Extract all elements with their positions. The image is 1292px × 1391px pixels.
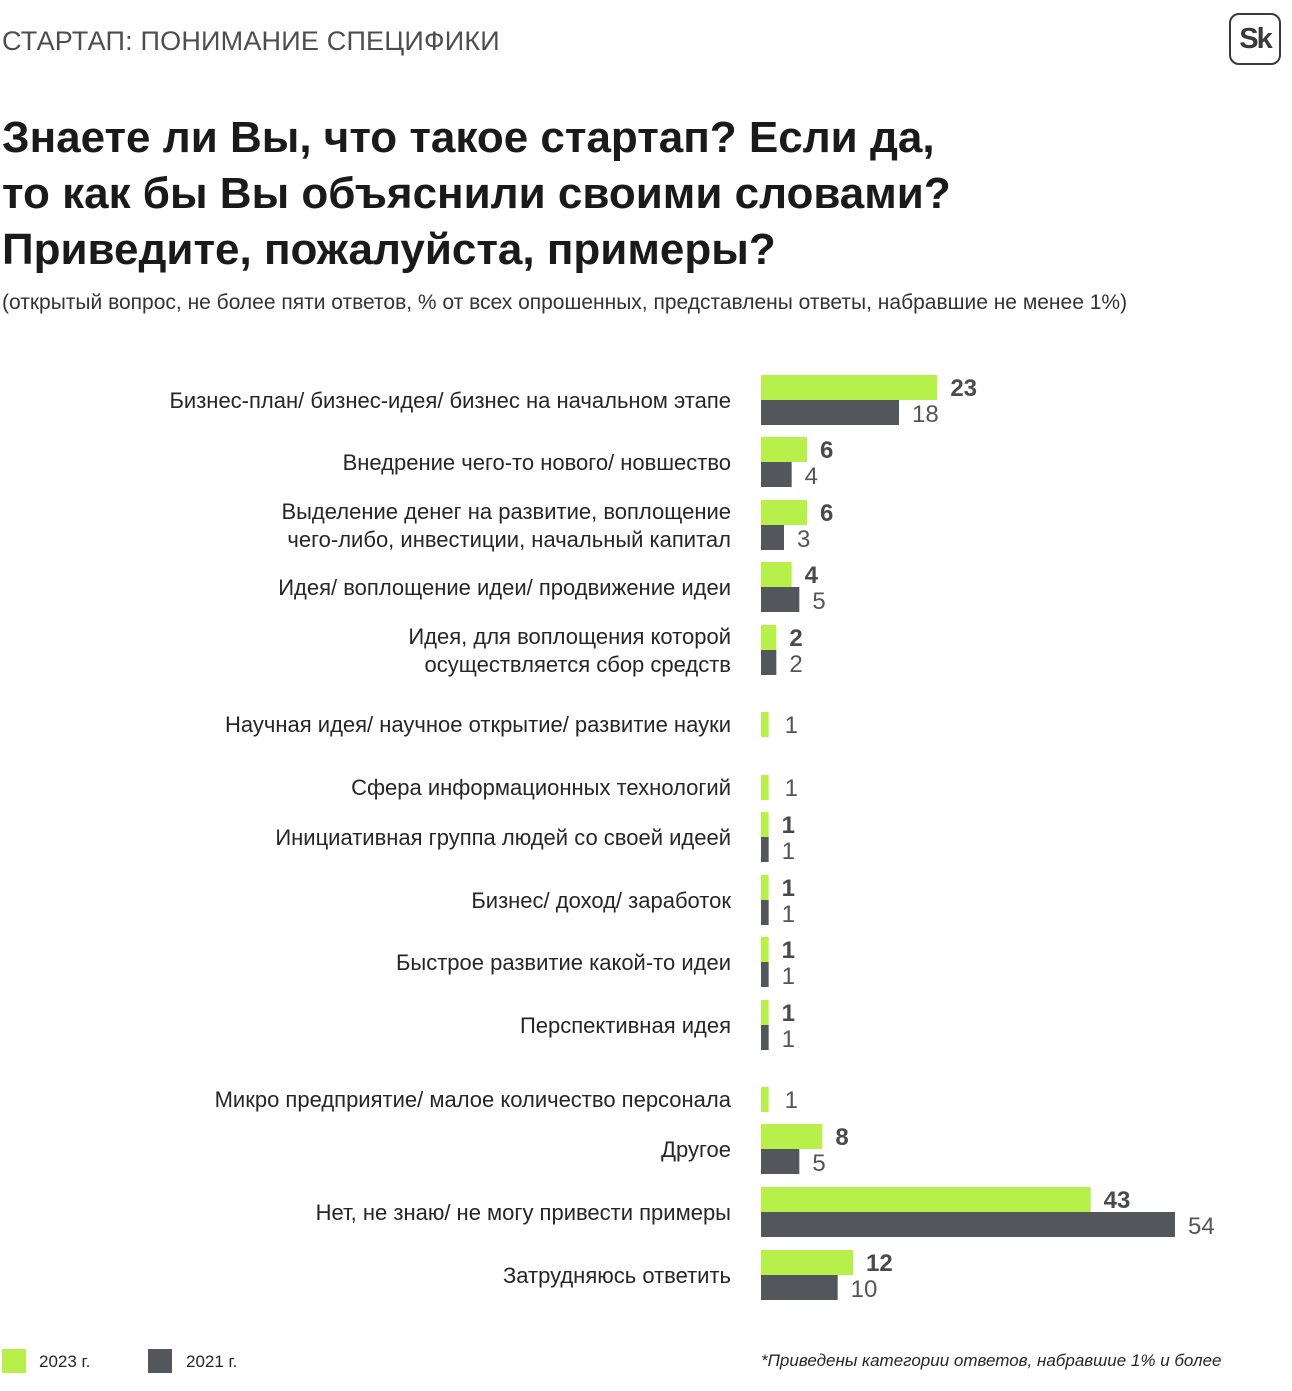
legend-label-2021: 2021 г. bbox=[186, 1352, 238, 1371]
value-label-2023: 4 bbox=[805, 562, 819, 589]
bar-2023 bbox=[761, 625, 777, 650]
value-label-2023: 6 bbox=[820, 437, 833, 464]
category-label: Внедрение чего-то нового/ новшество bbox=[343, 450, 731, 475]
legend-label-2023: 2023 г. bbox=[39, 1352, 91, 1371]
bar-2023 bbox=[761, 1000, 769, 1025]
legend-swatch-2021 bbox=[148, 1349, 172, 1373]
category-label: Идея, для воплощения которой bbox=[408, 624, 731, 649]
value-label-2021: 1 bbox=[782, 963, 795, 990]
bar-2021 bbox=[761, 1025, 769, 1050]
value-label-2021: 4 bbox=[805, 463, 818, 490]
bar-2021 bbox=[761, 1275, 838, 1300]
value-label-2023: 1 bbox=[782, 937, 795, 964]
bar-2021 bbox=[761, 1149, 800, 1174]
value-label-2021: 1 bbox=[782, 838, 795, 865]
bar-2023 bbox=[761, 437, 807, 462]
bar-2021 bbox=[761, 525, 784, 550]
category-label: Инициативная группа людей со своей идеей bbox=[275, 825, 731, 850]
category-label: Выделение денег на развитие, воплощение bbox=[281, 499, 731, 524]
value-label-2023: 6 bbox=[820, 500, 833, 527]
bar-2023 bbox=[761, 1087, 769, 1112]
bar-2021 bbox=[761, 900, 769, 925]
footnote: *Приведены категории ответов, набравшие … bbox=[761, 1351, 1222, 1370]
category-label: Сфера информационных технологий bbox=[351, 775, 731, 800]
value-label-2023: 2 bbox=[789, 625, 802, 652]
value-label-2021: 1 bbox=[782, 1026, 795, 1053]
bar-2023 bbox=[761, 712, 769, 737]
bar-2021 bbox=[761, 1212, 1175, 1237]
value-label-2023: 8 bbox=[835, 1124, 848, 1151]
bar-2021 bbox=[761, 462, 792, 487]
category-label: Научная идея/ научное открытие/ развитие… bbox=[225, 712, 731, 737]
bar-2023 bbox=[761, 1124, 823, 1149]
category-label: Бизнес-план/ бизнес-идея/ бизнес на нача… bbox=[169, 388, 731, 413]
value-label-2021: 5 bbox=[812, 1150, 825, 1177]
value-label-2021: 3 bbox=[797, 526, 810, 553]
bar-2023 bbox=[761, 1250, 853, 1275]
bar-2021 bbox=[761, 837, 769, 862]
value-label-2021: 2 bbox=[789, 651, 802, 678]
category-label: Бизнес/ доход/ заработок bbox=[471, 888, 731, 913]
value-label-2021: 18 bbox=[912, 401, 939, 428]
value-label-2023: 1 bbox=[782, 812, 795, 839]
question-line: Знаете ли Вы, что такое стартап? Если да… bbox=[2, 113, 935, 162]
category-label: Быстрое развитие какой-то идеи bbox=[396, 950, 731, 975]
value-label-2023: 1 bbox=[782, 875, 795, 902]
question-line: Приведите, пожалуйста, примеры? bbox=[2, 225, 776, 274]
question-title: Знаете ли Вы, что такое стартап? Если да… bbox=[2, 110, 1102, 278]
value-label-2021: 10 bbox=[851, 1276, 878, 1303]
category-label: осуществляется сбор средств bbox=[425, 652, 731, 677]
bar-2023 bbox=[761, 812, 769, 837]
category-label: Затрудняюсь ответить bbox=[503, 1263, 731, 1288]
value-label-2021: 54 bbox=[1188, 1213, 1215, 1240]
value-label: 1 bbox=[785, 775, 798, 802]
value-label-2023: 12 bbox=[866, 1250, 893, 1277]
bar-2023 bbox=[761, 775, 769, 800]
value-label-2023: 1 bbox=[782, 1000, 795, 1027]
bar-2023 bbox=[761, 562, 792, 587]
bar-2021 bbox=[761, 587, 800, 612]
section-title: СТАРТАП: ПОНИМАНИЕ СПЕЦИФИКИ bbox=[2, 26, 500, 56]
bar-2023 bbox=[761, 500, 807, 525]
legend-swatch-2023 bbox=[2, 1349, 26, 1373]
question-note: (открытый вопрос, не более пяти ответов,… bbox=[2, 291, 1128, 314]
category-label: Нет, не знаю/ не могу привести примеры bbox=[316, 1200, 731, 1225]
skolkovo-logo: Sk bbox=[1229, 13, 1281, 65]
category-label: Идея/ воплощение идеи/ продвижение идеи bbox=[278, 575, 731, 600]
question-line: то как бы Вы объяснили своими словами? bbox=[2, 169, 951, 218]
value-label: 1 bbox=[785, 1087, 798, 1114]
category-label: Другое bbox=[661, 1137, 731, 1162]
bar-2021 bbox=[761, 400, 899, 425]
bar-2023 bbox=[761, 937, 769, 962]
category-label: Микро предприятие/ малое количество перс… bbox=[215, 1087, 732, 1112]
bar-2023 bbox=[761, 1187, 1091, 1212]
bar-2021 bbox=[761, 962, 769, 987]
bar-2023 bbox=[761, 375, 938, 400]
value-label: 1 bbox=[785, 712, 798, 739]
value-label-2021: 1 bbox=[782, 901, 795, 928]
category-label: Перспективная идея bbox=[520, 1013, 731, 1038]
value-label-2023: 23 bbox=[950, 375, 977, 402]
bar-2023 bbox=[761, 875, 769, 900]
category-label: чего-либо, инвестиции, начальный капитал bbox=[287, 527, 731, 552]
value-label-2023: 43 bbox=[1104, 1187, 1131, 1214]
bar-2021 bbox=[761, 650, 777, 675]
value-label-2021: 5 bbox=[812, 588, 825, 615]
